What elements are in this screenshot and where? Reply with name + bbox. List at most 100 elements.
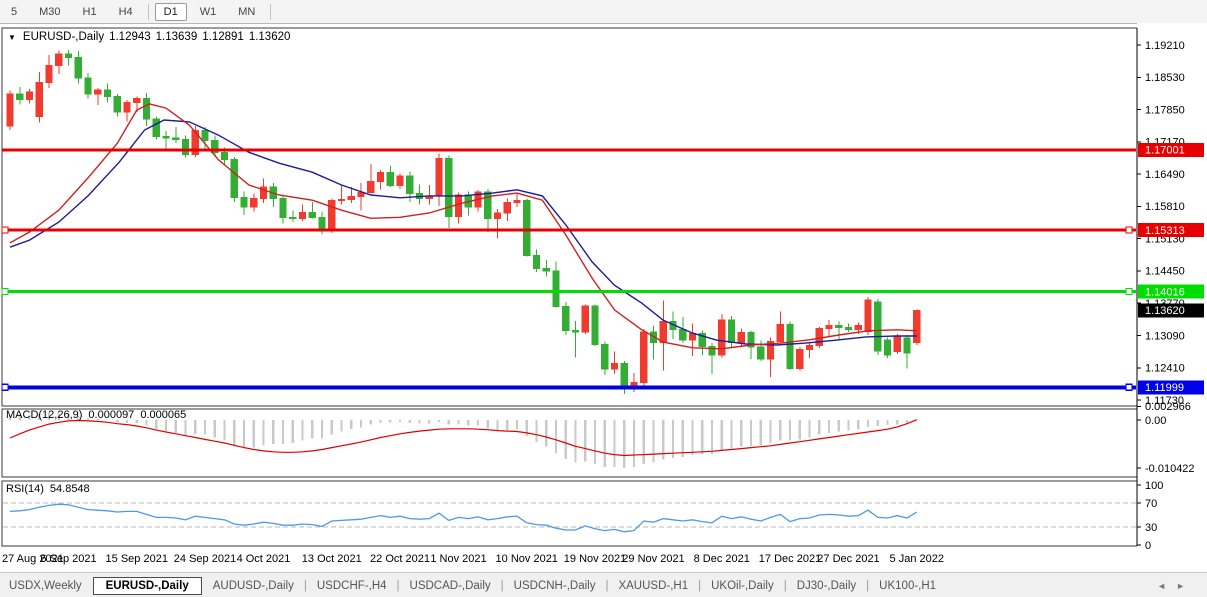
- rsi-indicator-label: RSI(14) 54.8548: [6, 483, 90, 495]
- candle: [152, 118, 160, 138]
- chart-tab-audusd-daily[interactable]: AUDUSD-,Daily: [212, 579, 294, 592]
- candle: [844, 326, 853, 330]
- date-axis-label: 22 Oct 2021: [370, 553, 430, 565]
- candle: [250, 197, 258, 208]
- price-axis-tick-label: 1.13090: [1145, 330, 1185, 342]
- candle: [854, 325, 862, 330]
- candle: [727, 319, 736, 344]
- candle: [679, 328, 687, 341]
- price-badge-bg: [1138, 284, 1204, 299]
- candle: [240, 196, 248, 208]
- price-axis-tick-label: 1.17850: [1145, 104, 1185, 116]
- candle: [747, 332, 755, 348]
- line-anchor-marker[interactable]: [1, 287, 9, 296]
- macd-histogram: [8, 413, 918, 468]
- candle: [45, 64, 53, 83]
- candle: [181, 138, 190, 156]
- macd-chart-pane[interactable]: [1, 408, 1138, 478]
- candle: [16, 93, 24, 101]
- chart-tab-bar: USDX,Weekly EURUSD-,Daily AUDUSD-,Daily | US…: [0, 572, 1207, 597]
- price-badge-text: 1.11999: [1145, 382, 1184, 394]
- candle: [523, 200, 531, 256]
- candle: [883, 339, 892, 356]
- tab-separator: |: [866, 579, 870, 592]
- timeframe-button-5[interactable]: 5: [11, 5, 18, 18]
- rsi-axis-tick-label: 100: [1145, 480, 1163, 492]
- rsi-line: [9, 503, 918, 533]
- date-axis-label: 24 Sep 2021: [174, 553, 236, 565]
- timeframe-button-h1[interactable]: H1: [82, 5, 97, 18]
- chart-tab-xauusd-h1[interactable]: XAUUSD-,H1: [618, 579, 689, 592]
- macd-indicator-label: MACD(12,26,9) 0.000097 0.000065: [6, 409, 186, 421]
- ohlc-low: 1.12891: [202, 31, 244, 43]
- candle: [162, 136, 170, 139]
- candle: [386, 172, 394, 187]
- timeframe-button-d1[interactable]: D1: [154, 2, 187, 21]
- price-badge-bg: [1138, 380, 1204, 395]
- timeframe-button-m30[interactable]: M30: [39, 5, 61, 18]
- price-badge-bg: [1138, 222, 1204, 237]
- candle: [532, 254, 541, 270]
- timeframe-button-w1[interactable]: W1: [199, 5, 217, 18]
- candle: [815, 327, 823, 346]
- candle: [396, 175, 404, 187]
- rsi-chart-pane[interactable]: [1, 480, 1138, 547]
- line-anchor-marker[interactable]: [1, 226, 9, 234]
- tab-separator: |: [698, 579, 702, 592]
- date-axis-label: 8 Dec 2021: [694, 553, 750, 565]
- candle: [64, 53, 73, 58]
- candle: [718, 319, 726, 356]
- date-axis-label: 1 Nov 2021: [430, 553, 486, 565]
- price-axis-tick-label: 1.11730: [1145, 395, 1184, 407]
- chart-tab-usdchf-h4[interactable]: USDCHF-,H4: [316, 579, 387, 592]
- candle: [698, 333, 706, 347]
- candle: [55, 53, 63, 66]
- candle: [640, 331, 648, 383]
- candle: [454, 194, 463, 217]
- candle: [279, 197, 287, 218]
- ohlc-high: 1.13639: [155, 31, 198, 43]
- chart-tab-usdx-weekly[interactable]: USDX,Weekly: [9, 579, 82, 592]
- chart-tab-dj30-daily[interactable]: DJ30-,Daily: [796, 579, 857, 592]
- candle: [6, 93, 14, 127]
- toolbar-separator: [270, 3, 272, 20]
- line-anchor-marker[interactable]: [1125, 383, 1133, 391]
- candle: [503, 202, 511, 214]
- candle: [25, 91, 34, 101]
- price-badge-text: 1.14016: [1145, 286, 1185, 298]
- tabs-scroll-right-icon[interactable]: ►: [1176, 580, 1195, 591]
- candle: [367, 181, 375, 194]
- timeframe-button-h4[interactable]: H4: [118, 5, 133, 18]
- chart-tab-usdcad-daily[interactable]: USDCAD-,Daily: [409, 579, 491, 592]
- candle: [903, 337, 911, 354]
- candle: [805, 344, 814, 350]
- price-badge-1.15313: 1.15313: [1138, 222, 1204, 237]
- timeframe-button-mn[interactable]: MN: [238, 5, 256, 18]
- candle: [864, 299, 872, 333]
- candle: [786, 324, 794, 369]
- price-axis-tick-label: 1.18530: [1145, 72, 1185, 84]
- candle: [893, 336, 901, 353]
- line-anchor-marker[interactable]: [1125, 226, 1133, 234]
- tab-separator: |: [605, 579, 609, 592]
- symbol-dropdown-icon[interactable]: ▼: [8, 32, 16, 42]
- date-axis-label: 5 Jan 2022: [890, 553, 944, 565]
- chart-tab-ukoil-daily[interactable]: UKOil-,Daily: [711, 579, 774, 592]
- price-badge-text: 1.15313: [1145, 225, 1185, 237]
- candle: [328, 200, 336, 232]
- timeframe-toolbar: 5 M30 H1 H4 D1 W1 MN: [0, 0, 1207, 24]
- tabs-scroll-left-icon[interactable]: ◄: [1157, 580, 1177, 591]
- candle: [913, 309, 921, 343]
- macd-axis-tick-label: 0.00: [1145, 415, 1166, 427]
- chart-tab-usdcnh-daily[interactable]: USDCNH-,Daily: [513, 579, 596, 592]
- chart-tab-uk100-h1[interactable]: UK100-,H1: [879, 579, 937, 592]
- rsi-axis-tick-label: 0: [1145, 540, 1151, 552]
- main-chart-pane[interactable]: [1, 27, 1138, 407]
- rsi-value: 54.8548: [49, 483, 90, 495]
- toolbar-separator: [147, 3, 149, 20]
- candle: [610, 363, 619, 370]
- line-anchor-marker[interactable]: [1125, 287, 1133, 296]
- chart-tab-eurusd-daily[interactable]: EURUSD-,Daily: [92, 576, 202, 595]
- line-anchor-marker[interactable]: [1, 383, 9, 391]
